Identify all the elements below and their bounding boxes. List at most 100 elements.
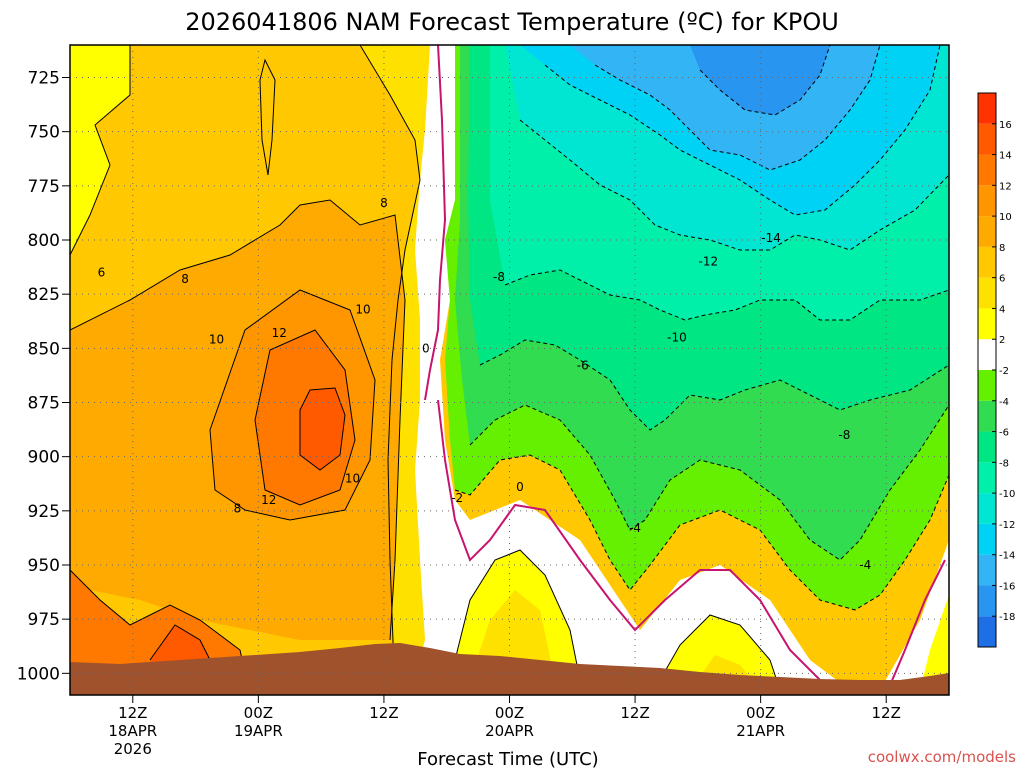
- colorbar-tick-label: 16: [999, 120, 1012, 131]
- x-tick-label: 00Z: [746, 704, 775, 722]
- x-tick-label: 12Z: [872, 704, 901, 722]
- contour-label: 6: [98, 266, 106, 280]
- contour-solid-9: [449, 549, 581, 681]
- colorbar-tick-label: -8: [999, 458, 1009, 469]
- region-surface-yellow-5: [920, 595, 949, 690]
- contour-solid-7: [70, 569, 251, 695]
- contour-dashed-5: [519, 119, 949, 251]
- x-tick-label: 20APR: [485, 722, 534, 740]
- y-tick-label: 800: [28, 231, 60, 251]
- contour-label: 12: [272, 326, 287, 340]
- colorbar-segment: [978, 339, 996, 370]
- x-tick-label: 18APR: [108, 722, 157, 740]
- colorbar-segment: [978, 462, 996, 494]
- colorbar-segment: [978, 185, 996, 217]
- contour-dashed-1: [454, 454, 949, 611]
- colorbar-tick-label: -18: [999, 612, 1015, 623]
- contour-label: 0: [422, 341, 430, 355]
- y-tick-label: 725: [28, 69, 60, 89]
- contour-solid-5: [299, 387, 346, 471]
- contour-label: 0: [516, 480, 524, 494]
- colorbar-tick-label: 4: [999, 304, 1005, 315]
- contour-zero-line-2: [437, 399, 880, 691]
- colorbar-segment: [978, 493, 996, 524]
- colorbar-tick-label: -16: [999, 581, 1015, 592]
- chart-title: 2026041806 NAM Forecast Temperature (ºC)…: [185, 8, 839, 36]
- y-tick-label: 750: [28, 123, 60, 143]
- y-tick-label: 900: [28, 448, 60, 468]
- colorbar-segment: [978, 585, 996, 617]
- colorbar-segment: [978, 216, 996, 247]
- contour-label: -14: [761, 231, 781, 245]
- y-tick-label: 850: [28, 339, 60, 359]
- temperature-field: [70, 45, 949, 695]
- colorbar-segment: [978, 277, 996, 309]
- x-tick-label: 00Z: [244, 704, 273, 722]
- contour-label: -8: [838, 428, 850, 442]
- colorbar-tick-label: 10: [999, 212, 1012, 223]
- colorbar-segment: [978, 400, 996, 432]
- region-yellow-left: [70, 45, 130, 255]
- contour-label: 8: [234, 502, 242, 516]
- contour-label: -6: [577, 359, 589, 373]
- contour-label: -2: [451, 491, 463, 505]
- grid-lines: [70, 45, 949, 695]
- contour-dashed-8: [699, 45, 831, 116]
- contour-dashed-7: [594, 45, 881, 171]
- colorbar-segment: [978, 370, 996, 401]
- contour-label: -4: [629, 521, 641, 535]
- credit-text: coolwx.com/models: [868, 748, 1016, 766]
- colorbar-tick-label: -2: [999, 366, 1009, 377]
- colorbar-segment: [978, 431, 996, 463]
- contour-label: -8: [493, 270, 505, 284]
- colorbar-segment: [978, 308, 996, 340]
- contour-label: 10: [345, 471, 360, 485]
- contour-zero-line-3: [887, 559, 946, 691]
- x-tick-label: 12Z: [620, 704, 649, 722]
- y-axis: 725 750 775 800 825 850 875 900 925 950 975 1000: [17, 69, 70, 684]
- contour-label: -4: [859, 558, 871, 572]
- contour-labels: 6 8 12 10 10 8 0 10 12 8 -2 0 -8 -6 -10 -12 -14 -8 -4 -4: [98, 196, 872, 572]
- colorbar-segment: [978, 554, 996, 586]
- colorbar-tick-label: -4: [999, 397, 1009, 408]
- contour-solid-8: [149, 624, 216, 671]
- y-tick-label: 975: [28, 610, 60, 630]
- colorbar-segment: [978, 93, 996, 124]
- colorbar-segment: [978, 523, 996, 555]
- contour-dashed-3: [479, 339, 949, 431]
- colorbar-segment: [978, 246, 996, 278]
- contour-dashed-2: [469, 404, 949, 561]
- region-coldest-core: [690, 45, 830, 115]
- colorbar: -18 -16 -14 -12 -10 -8 -6 -4 -2 2 4 6 8 10 12 14 16: [977, 92, 1015, 648]
- contour-label: 10: [209, 333, 224, 347]
- colorbar-tick-label: 14: [999, 151, 1012, 162]
- y-tick-label: 875: [28, 394, 60, 414]
- colorbar-tick-label: -10: [999, 489, 1015, 500]
- contour-zero-line-1: [424, 45, 447, 401]
- x-tick-label: 12Z: [118, 704, 147, 722]
- colorbar-tick-label: -14: [999, 551, 1015, 562]
- contour-label: 12: [261, 493, 276, 507]
- colorbar-tick-label: 12: [999, 181, 1012, 192]
- colorbar-segment: [978, 616, 996, 647]
- y-tick-label: 925: [28, 502, 60, 522]
- colorbar-tick-label: 2: [999, 335, 1005, 346]
- y-tick-label: 775: [28, 177, 60, 197]
- colorbar-segment: [978, 154, 996, 186]
- x-tick-label: 00Z: [495, 704, 524, 722]
- contour-solid-6: [259, 58, 276, 176]
- contour-solid-4: [254, 329, 356, 506]
- contour-solid-1: [70, 45, 131, 256]
- colorbar-tick-label: -12: [999, 520, 1015, 531]
- colorbar-tick-label: 8: [999, 243, 1005, 254]
- contour-solid-3: [209, 289, 376, 521]
- contour-label: -10: [667, 331, 687, 345]
- colorbar-tick-label: 6: [999, 274, 1005, 285]
- region-white-zero-band: [410, 45, 949, 695]
- x-tick-label: 12Z: [369, 704, 398, 722]
- x-tick-label: 2026: [114, 740, 152, 758]
- y-tick-label: 950: [28, 556, 60, 576]
- y-tick-label: 1000: [17, 664, 60, 684]
- colorbar-tick-label: -6: [999, 428, 1009, 439]
